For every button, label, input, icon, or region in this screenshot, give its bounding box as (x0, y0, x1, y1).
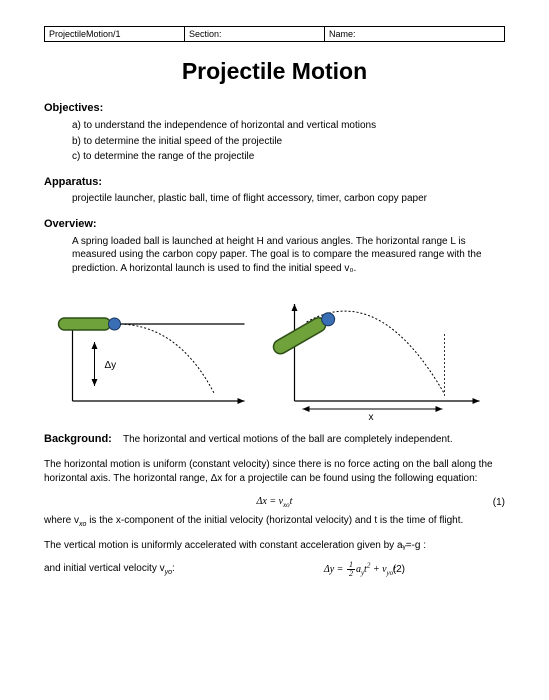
background-section: Background: The horizontal and vertical … (44, 432, 505, 447)
apparatus-heading: Apparatus: (44, 175, 505, 190)
objective-b: b) to determine the initial speed of the… (72, 135, 505, 149)
overview-heading: Overview: (44, 217, 505, 232)
p3-b: is the x-component of the initial veloci… (86, 515, 463, 526)
background-p3: where vxo is the x-component of the init… (44, 514, 505, 529)
svg-text:Δy: Δy (105, 360, 117, 371)
equation-1: Δx = vxot (1) (44, 494, 505, 512)
equation-2-row: and initial vertical velocity vyo: Δy = … (44, 561, 505, 578)
objective-c: c) to determine the range of the project… (72, 150, 505, 164)
svg-text:x: x (369, 412, 374, 423)
trajectory-diagram: Δy x (44, 286, 505, 426)
apparatus-section: Apparatus: projectile launcher, plastic … (44, 175, 505, 206)
background-lead: Background: The horizontal and vertical … (44, 432, 505, 447)
eq1-number: (1) (493, 496, 505, 510)
eq1-formula: Δx = vxot (257, 495, 293, 510)
page-title: Projectile Motion (44, 56, 505, 87)
header-left: ProjectileMotion/1 (45, 27, 185, 41)
apparatus-text: projectile launcher, plastic ball, time … (44, 192, 505, 206)
overview-text: A spring loaded ball is launched at heig… (44, 235, 505, 276)
objective-a: a) to understand the independence of hor… (72, 119, 505, 133)
objectives-section: Objectives: a) to understand the indepen… (44, 101, 505, 163)
p5-b: : (172, 563, 175, 574)
header-strip: ProjectileMotion/1 Section: Name: (44, 26, 505, 42)
background-p4: The vertical motion is uniformly acceler… (44, 539, 505, 553)
p5-lead: and initial vertical velocity vyo: (44, 562, 215, 577)
background-lead-text: The horizontal and vertical motions of t… (123, 434, 453, 445)
background-heading: Background: (44, 433, 112, 445)
eq2-formula: Δy = 12ayt2 + vyot (324, 561, 396, 578)
header-section: Section: (185, 27, 325, 41)
background-p2: The horizontal motion is uniform (consta… (44, 458, 505, 485)
p5-a: and initial vertical velocity v (44, 563, 165, 574)
p3-a: where v (44, 515, 79, 526)
eq2-number: (2) (393, 563, 405, 577)
objectives-heading: Objectives: (44, 101, 505, 116)
overview-section: Overview: A spring loaded ball is launch… (44, 217, 505, 275)
header-name: Name: (325, 27, 504, 41)
